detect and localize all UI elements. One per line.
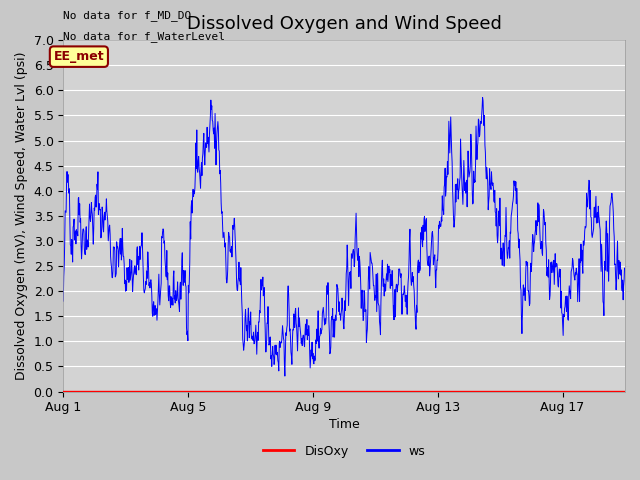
DisOxy	[249, 389, 257, 395]
Text: EE_met: EE_met	[54, 50, 104, 63]
Title: Dissolved Oxygen and Wind Speed: Dissolved Oxygen and Wind Speed	[187, 15, 502, 33]
ws	[621, 266, 629, 272]
DisOxy	[621, 389, 629, 395]
ws	[249, 333, 257, 339]
Line: ws: ws	[63, 97, 625, 376]
Text: No data for f_WaterLevel: No data for f_WaterLevel	[63, 31, 225, 42]
ws	[367, 253, 374, 259]
ws	[281, 373, 289, 379]
X-axis label: Time: Time	[329, 419, 360, 432]
ws	[355, 274, 363, 279]
ws	[134, 262, 141, 267]
ws	[303, 337, 311, 343]
ws	[60, 298, 67, 304]
DisOxy	[60, 389, 67, 395]
DisOxy	[355, 389, 362, 395]
DisOxy	[366, 389, 374, 395]
Text: No data for f_MD_DO: No data for f_MD_DO	[63, 10, 191, 21]
ws	[154, 299, 162, 304]
ws	[479, 95, 486, 100]
Y-axis label: Dissolved Oxygen (mV), Wind Speed, Water Lvl (psi): Dissolved Oxygen (mV), Wind Speed, Water…	[15, 51, 28, 380]
Legend: DisOxy, ws: DisOxy, ws	[258, 440, 430, 463]
DisOxy	[154, 389, 162, 395]
DisOxy	[134, 389, 141, 395]
DisOxy	[303, 389, 311, 395]
